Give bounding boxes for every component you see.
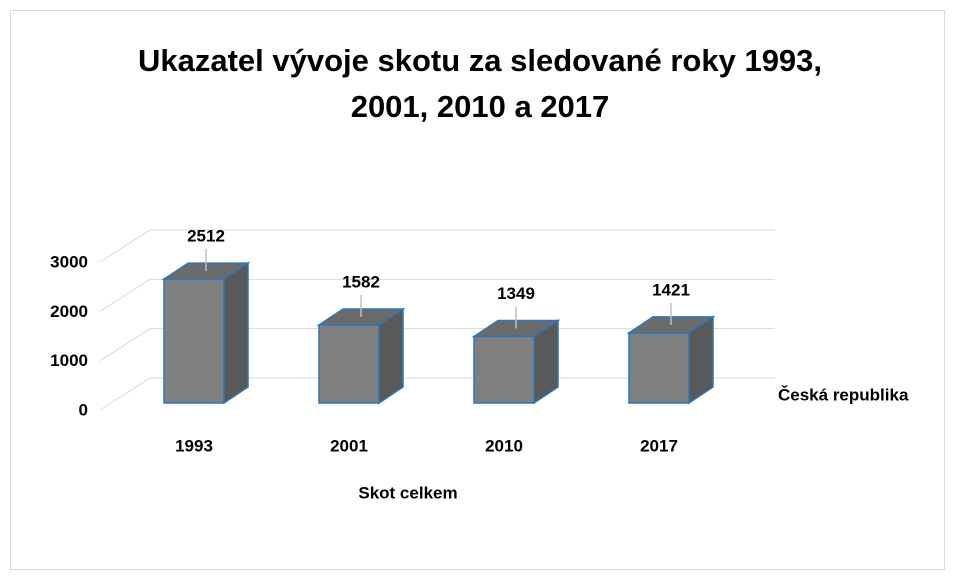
grid-line	[99, 377, 151, 411]
legend-label: Česká republika	[778, 385, 909, 404]
bar	[473, 335, 535, 404]
data-label: 2512	[187, 227, 225, 246]
y-tick-label: 1000	[50, 351, 88, 370]
grid-line	[99, 229, 151, 263]
y-tick-label: 3000	[50, 252, 88, 271]
bar	[318, 324, 380, 404]
data-label: 1421	[652, 280, 690, 299]
data-label: 1582	[342, 272, 380, 291]
x-tick-label: 1993	[175, 436, 213, 455]
data-label: 1349	[497, 284, 535, 303]
bar-side	[223, 261, 249, 405]
bar-side	[378, 307, 404, 405]
bar-side	[688, 315, 714, 405]
y-tick-label: 0	[79, 400, 88, 419]
y-tick-label: 2000	[50, 302, 88, 321]
chart-title: Ukazatel vývoje skotu za sledované roky …	[137, 43, 823, 124]
x-tick-label: 2010	[485, 436, 523, 455]
bar	[163, 278, 225, 404]
grid-line	[99, 278, 151, 312]
x-axis-label: Skot celkem	[358, 483, 457, 502]
x-tick-label: 2017	[640, 436, 678, 455]
chart-frame	[10, 10, 945, 570]
bar	[628, 332, 690, 404]
grid-line	[99, 328, 151, 362]
x-tick-label: 2001	[330, 436, 368, 455]
